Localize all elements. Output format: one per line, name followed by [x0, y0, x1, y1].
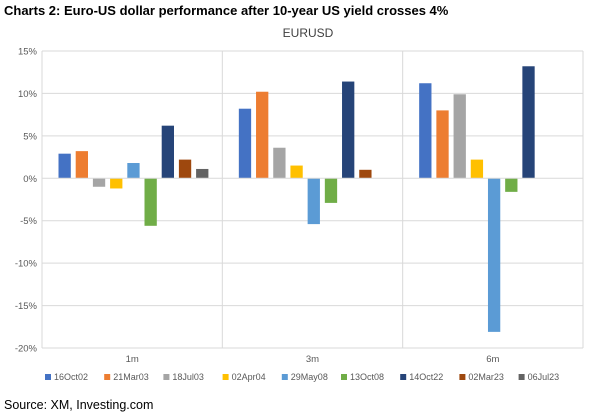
- bar-02Apr04-6m: [470, 159, 484, 179]
- source-note: Source: XM, Investing.com: [4, 398, 154, 412]
- legend-swatch: [45, 374, 51, 380]
- bar-29May08-1m: [127, 163, 140, 179]
- bar-21Mar03-6m: [436, 110, 449, 179]
- bar-29May08-3m: [307, 178, 320, 225]
- bar-18Jul03-1m: [92, 178, 106, 187]
- bar-14Oct22-6m: [522, 66, 535, 179]
- bar-14Oct22-1m: [161, 125, 174, 179]
- legend-swatch: [104, 374, 111, 380]
- legend-swatch: [518, 374, 525, 380]
- y-tick-label: -15%: [15, 301, 38, 312]
- y-tick-label: -20%: [15, 344, 38, 355]
- legend-label: 14Oct22: [409, 372, 443, 382]
- bar-21Mar03-1m: [75, 151, 88, 179]
- bar-06Jul23-1m: [196, 168, 209, 179]
- legend-label: 18Jul03: [172, 372, 204, 382]
- bar-02Mar23-1m: [178, 159, 192, 179]
- bar-02Apr04-3m: [290, 165, 303, 179]
- bar-16Oct02-1m: [58, 153, 71, 179]
- legend-swatch: [400, 374, 407, 380]
- bar-18Jul03-3m: [273, 147, 286, 179]
- legend-swatch: [222, 374, 229, 380]
- y-tick-label: -5%: [20, 216, 37, 227]
- bar-29May08-6m: [487, 178, 501, 332]
- category-labels: 1m 3m 6m: [126, 354, 500, 365]
- legend-swatch: [459, 374, 466, 380]
- bar-02Mar23-3m: [359, 169, 372, 179]
- y-tick-label: 5%: [23, 131, 37, 142]
- y-tick-label: 10%: [18, 89, 38, 100]
- legend-swatch: [341, 374, 347, 380]
- legend-label: 02Apr04: [232, 372, 266, 382]
- legend-label: 02Mar23: [468, 372, 504, 382]
- figure-title: Charts 2: Euro-US dollar performance aft…: [4, 3, 449, 18]
- bar-13Oct08-3m: [324, 178, 338, 203]
- y-tick-label: 0%: [23, 174, 37, 185]
- y-axis-ticks: 15% 10% 5% 0% -5% -10% -15% -20%: [15, 47, 38, 355]
- legend-label: 21Mar03: [113, 372, 149, 382]
- legend-label: 29May08: [291, 372, 328, 382]
- bar-13Oct08-1m: [144, 178, 157, 226]
- category-axis: [41, 51, 584, 348]
- bar-21Mar03-3m: [256, 91, 269, 179]
- legend-label: 13Oct08: [350, 372, 384, 382]
- bar-18Jul03-6m: [453, 94, 466, 179]
- category-label: 6m: [486, 354, 499, 365]
- bar-13Oct08-6m: [505, 178, 518, 192]
- y-tick-label: 15%: [18, 47, 38, 58]
- legend-swatch: [281, 374, 288, 380]
- legend-label: 16Oct02: [54, 372, 88, 382]
- category-label: 1m: [126, 354, 139, 365]
- category-label: 3m: [306, 354, 319, 365]
- legend-label: 06Jul23: [528, 372, 560, 382]
- y-tick-label: -10%: [15, 259, 38, 270]
- bar-02Apr04-1m: [110, 178, 123, 189]
- chart-title: EURUSD: [283, 26, 334, 40]
- bars: [58, 66, 535, 332]
- bar-16Oct02-3m: [238, 108, 252, 179]
- bar-14Oct22-3m: [342, 81, 355, 179]
- legend-swatch: [163, 374, 170, 380]
- legend: 16Oct02 21Mar03 18Jul03 02Apr04 29May08 13Oct…: [45, 372, 559, 382]
- bar-16Oct02-6m: [419, 83, 432, 179]
